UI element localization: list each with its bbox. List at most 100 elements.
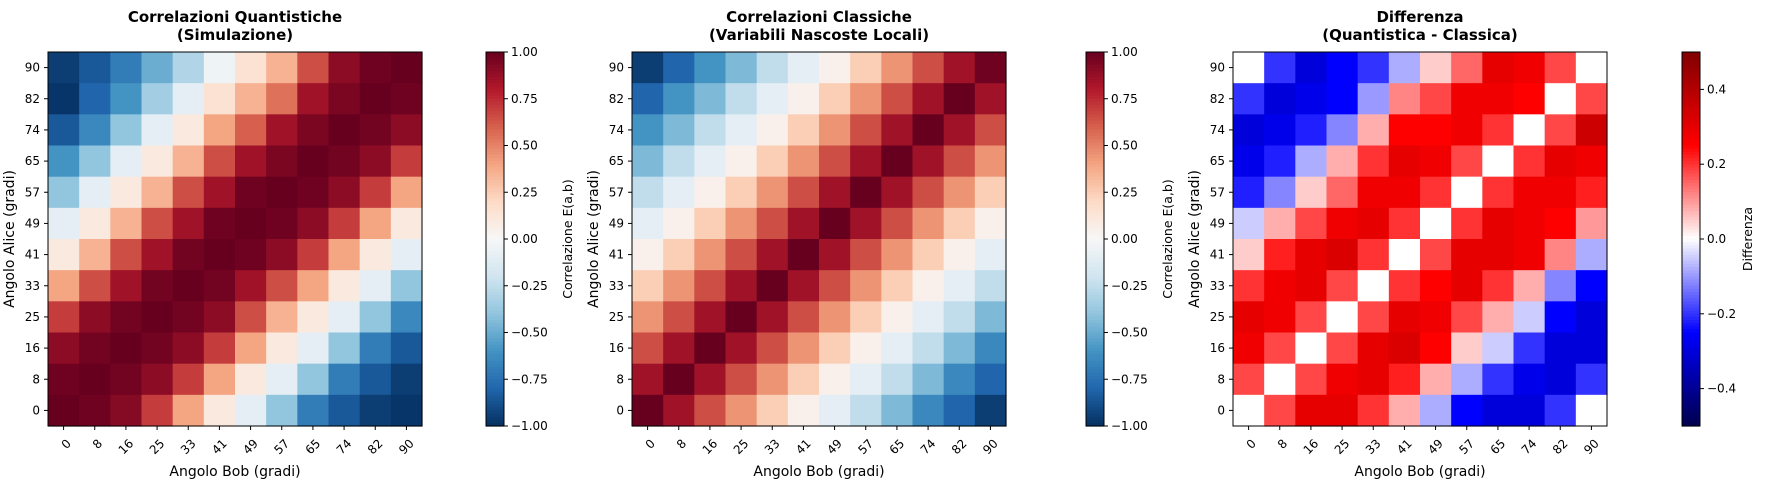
x-tick-label: 41 (209, 436, 230, 457)
colorbar-segment (1086, 251, 1104, 256)
y-tick-label: 49 (25, 216, 40, 230)
heatmap-cell (663, 176, 695, 209)
y-tick-label: 16 (1210, 341, 1225, 355)
colorbar-segment (1682, 55, 1700, 59)
heatmap-cell (632, 332, 664, 365)
colorbar-segment (1682, 270, 1700, 274)
heatmap-cell (1233, 176, 1265, 209)
colorbar-segment (1682, 341, 1700, 346)
y-tick-label: 49 (1210, 216, 1225, 230)
heatmap-cell (328, 52, 361, 84)
heatmap-cell (203, 52, 236, 84)
colorbar-segment (1086, 111, 1104, 115)
heatmap-cell (328, 207, 361, 240)
heatmap-cell (725, 145, 758, 178)
colorbar-segment (1086, 70, 1104, 75)
heatmap-cell (912, 52, 945, 84)
colorbar-segment (1086, 410, 1104, 415)
x-tick-label: 82 (365, 436, 386, 457)
heatmap-cell (1388, 301, 1421, 334)
heatmap-cell (1544, 363, 1577, 396)
heatmap-cell (297, 332, 330, 365)
colorbar-segment (486, 382, 504, 387)
heatmap-cell (172, 239, 205, 271)
chart-panel-3: Differenza(Quantistica - Classica)0 8 16 25… (1187, 8, 1755, 480)
heatmap-cell (297, 207, 330, 240)
heatmap-cell (974, 394, 1007, 427)
colorbar-segment (1682, 239, 1700, 243)
heatmap-cell (1575, 114, 1608, 147)
colorbar-segment (486, 67, 504, 72)
heatmap-cell (1451, 363, 1483, 396)
heatmap-cell (172, 83, 205, 115)
colorbar-segment (1682, 369, 1700, 374)
heatmap-cell (79, 145, 111, 178)
colorbar-segment (486, 232, 504, 237)
heatmap-cell (974, 332, 1007, 365)
heatmap-cell (787, 394, 820, 427)
colorbar-segment (486, 114, 504, 119)
y-tick-label: 82 (609, 92, 624, 106)
colorbar-segment (486, 239, 504, 243)
colorbar-segment (1682, 220, 1700, 225)
heatmap-cell (1388, 363, 1421, 396)
colorbar-segment (486, 410, 504, 415)
heatmap-cell (1295, 145, 1328, 178)
heatmap-cell (1482, 363, 1515, 396)
colorbar-segment (1682, 133, 1700, 137)
colorbar-segment (1086, 329, 1104, 334)
colorbar-segment (486, 363, 504, 368)
colorbar-segment (1086, 335, 1104, 340)
colorbar: −1.00 −0.75 −0.50 −0.25 0.00 0.25 0.50 0.75 1.00… (485, 45, 575, 433)
heatmap-cell (297, 145, 330, 178)
colorbar-segment (1086, 307, 1104, 312)
heatmap-cell (1420, 114, 1452, 147)
colorbar-segment (486, 366, 504, 371)
heatmap-cell (943, 239, 976, 271)
heatmap-cell (694, 363, 727, 396)
heatmap-cell (912, 394, 945, 427)
colorbar-segment (1682, 223, 1700, 228)
heatmap-cell (1295, 301, 1328, 334)
colorbar-segment (486, 58, 504, 62)
heatmap-cell (1264, 394, 1296, 427)
colorbar-segment (486, 248, 504, 253)
y-tick-label: 25 (1210, 310, 1225, 324)
colorbar-segment (1682, 210, 1700, 215)
heatmap-cell (943, 301, 976, 334)
colorbar-segment (1682, 148, 1700, 153)
heatmap-cell (1513, 83, 1546, 115)
heatmap-cell (1357, 301, 1390, 334)
y-axis-label: Angolo Alice (gradi) (1187, 170, 1203, 308)
colorbar-segment (1086, 257, 1104, 262)
heatmap-cell (235, 52, 267, 84)
colorbar-segment (486, 126, 504, 131)
colorbar-segment (486, 223, 504, 228)
heatmap-cell (1326, 52, 1359, 84)
colorbar-segment (486, 145, 504, 150)
heatmap-cell (1388, 176, 1421, 209)
y-tick-label: 90 (609, 61, 624, 75)
x-tick-label: 49 (824, 436, 845, 457)
heatmap-cell (1233, 394, 1265, 427)
heatmap-cell (1420, 363, 1452, 396)
heatmap-cell (974, 301, 1007, 334)
heatmap-cell (141, 145, 174, 178)
heatmap-cell (632, 270, 664, 302)
heatmap-cell (141, 363, 174, 396)
colorbar-segment (1682, 83, 1700, 87)
colorbar-segment (486, 95, 504, 100)
colorbar-segment (1086, 89, 1104, 94)
heatmap-cell (943, 83, 976, 115)
colorbar-segment (1086, 151, 1104, 156)
heatmap-cell (1264, 332, 1296, 365)
colorbar-segment (486, 354, 504, 359)
heatmap-cells (1233, 52, 1608, 427)
colorbar-segment (486, 270, 504, 274)
heatmap-cell (359, 363, 392, 396)
heatmap-cell (881, 239, 914, 271)
heatmap-cell (203, 363, 236, 396)
colorbar-segment (486, 70, 504, 75)
colorbar-segment (486, 204, 504, 209)
